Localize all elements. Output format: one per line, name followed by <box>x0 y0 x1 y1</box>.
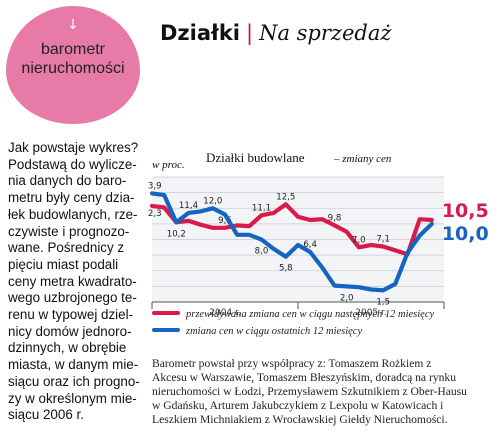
barometer-badge: ↓ barometr nieruchomości <box>6 6 140 124</box>
credits-line: nieruchomości w Łodzi, Przemysławem Szku… <box>152 384 467 398</box>
data-label: 12,3 <box>148 209 162 219</box>
badge-label: barometr nieruchomości <box>6 40 140 78</box>
y-axis-label: w proc. <box>152 159 185 171</box>
explanation-line: czywiste i prognozo- <box>8 223 130 239</box>
chart-subtitle: – zmiany cen <box>333 153 392 165</box>
badge-label-line1: barometr <box>40 41 106 58</box>
explanation-line: wego uzbrojonego te- <box>8 290 137 306</box>
data-label: 8,0 <box>255 247 269 257</box>
explanation-line: siącu oraz ich progno- <box>8 373 140 389</box>
credits-line: w Gdańsku, Arturem Jakubczykiem z Lexpol… <box>152 398 444 412</box>
credits-line: Leszkiem Michniakiem z Wrocławskiej Gieł… <box>152 412 448 426</box>
legend-label: zmiana cen w ciągu ostatnich 12 miesięcy <box>185 326 362 337</box>
explanation-line: dzinnych, w obrębie <box>8 340 127 356</box>
price-change-chart: Działki budowlane – zmiany cen w proc. 2004… <box>148 150 489 337</box>
explanation-line: ceny metra kwadrato- <box>8 273 137 289</box>
arrow-down-icon: ↓ <box>67 17 79 33</box>
title-separator: | <box>245 21 254 45</box>
data-label: 2,0 <box>340 293 354 303</box>
data-label: 7,0 <box>352 235 366 245</box>
series-end-value: 10,5 <box>442 200 489 222</box>
credits-line: Akcesu w Warszawie, Tomaszem Błeszyńskim… <box>152 370 457 384</box>
explanation-line: siącu 2006 r. <box>8 407 84 423</box>
data-label: 10,2 <box>167 229 186 239</box>
data-label: 9,5 <box>218 216 232 226</box>
data-label: 1,5 <box>376 297 390 307</box>
explanation-line: renu w typowej dziel- <box>8 307 134 323</box>
page-header: Działki | Na sprzedaż <box>160 21 391 51</box>
explanation-line: metru były ceny dzia- <box>8 190 135 206</box>
x-group-label: 2005 r. <box>355 308 387 318</box>
credits-text: Barometr powstał przy współpracy z: Toma… <box>152 357 497 427</box>
data-label: 5,8 <box>279 264 293 274</box>
explanation-line: zy w określonym mie- <box>8 390 137 406</box>
explanation-line: pięciu miast podali <box>8 256 119 272</box>
badge-label-line2: nieruchomości <box>21 60 125 77</box>
data-label: 6,4 <box>303 240 317 250</box>
page-title: Działki <box>160 21 240 45</box>
data-label: 13,9 <box>148 181 162 191</box>
explanation-line: nia danych do baro- <box>8 173 127 189</box>
explanation-line: Jak powstaje wykres? <box>8 140 139 155</box>
page-subtitle: Na sprzedaż <box>259 21 392 45</box>
data-label: 11,4 <box>179 201 198 211</box>
explanation-line: łek budowlanych, rze- <box>8 206 138 222</box>
explanation-line: nicy domów jednoro- <box>8 323 132 339</box>
data-label: 7,1 <box>376 235 390 245</box>
explanation-line: wane. Pośrednicy z <box>8 240 125 256</box>
series-end-value: 10,0 <box>442 223 489 245</box>
credits-line: Barometr powstał przy współpracy z: Toma… <box>152 357 432 370</box>
x-group-label: 2004 r. <box>209 308 241 318</box>
series-line <box>149 191 434 293</box>
legend-label: przewidywana zmiana cen w ciągu następny… <box>185 309 434 320</box>
explanation-line: miasta, w danym mie- <box>8 357 139 373</box>
explanation-text: Jak powstaje wykres? Podstawą do wylicze-… <box>8 140 144 424</box>
series-line <box>149 202 434 257</box>
data-label: 9,8 <box>328 213 342 223</box>
data-label: 12,0 <box>203 196 222 206</box>
chart-title: Działki budowlane <box>206 150 305 165</box>
data-label: 11,1 <box>252 203 271 213</box>
explanation-line: Podstawą do wylicze- <box>8 156 137 172</box>
data-label: 12,5 <box>276 192 295 202</box>
